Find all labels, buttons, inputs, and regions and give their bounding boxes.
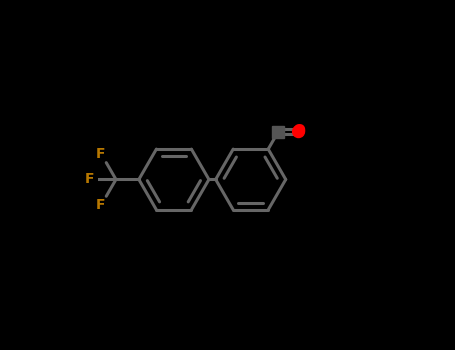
Bar — [272, 126, 284, 138]
Text: F: F — [96, 147, 105, 161]
Text: F: F — [96, 198, 105, 212]
Text: F: F — [85, 173, 94, 187]
Circle shape — [293, 126, 304, 138]
Text: O: O — [292, 124, 305, 139]
